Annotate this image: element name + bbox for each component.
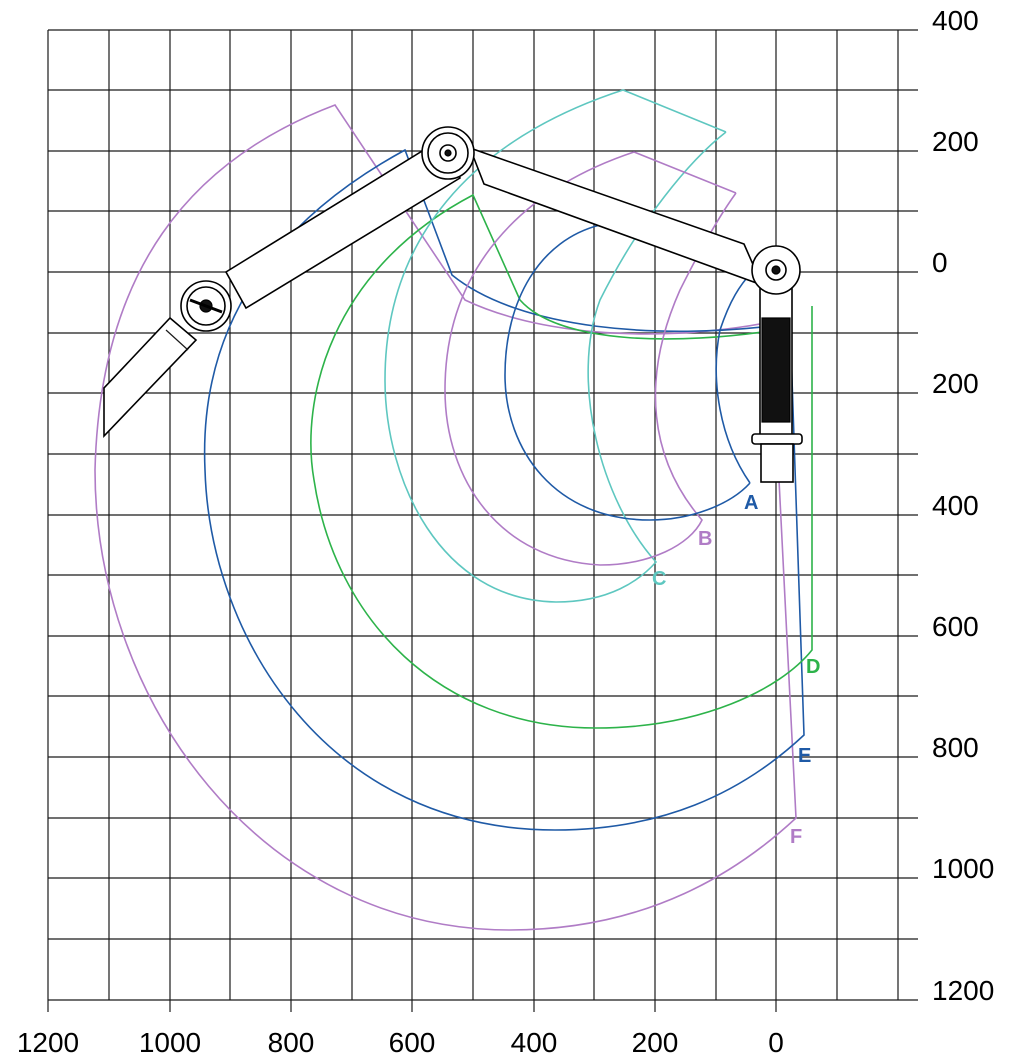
reach-curves — [94, 89, 813, 931]
curve-label-a: A — [744, 492, 758, 514]
joint-middle-icon — [421, 126, 475, 180]
arm-segment-1 — [468, 146, 764, 287]
y-tick-label: 400 — [932, 5, 979, 36]
curve-label-b: B — [698, 528, 712, 550]
curve-labels: A B C D E F — [652, 492, 820, 848]
x-tick-label: 1000 — [139, 1027, 201, 1058]
arm-segment-3 — [103, 316, 198, 438]
reach-curve-e — [203, 148, 805, 831]
arm-base-column-shade — [761, 317, 791, 423]
curve-label-d: D — [806, 656, 820, 678]
x-tick-label: 600 — [389, 1027, 436, 1058]
reach-curve-c — [384, 89, 727, 603]
reach-curve-d — [310, 193, 813, 729]
x-axis-labels: 1200 1000 800 600 400 200 0 — [17, 1027, 784, 1058]
x-tick-label: 200 — [632, 1027, 679, 1058]
y-tick-label: 1200 — [932, 975, 994, 1006]
reach-curve-f — [94, 104, 797, 931]
y-tick-label: 600 — [932, 611, 979, 642]
x-tick-label: 400 — [511, 1027, 558, 1058]
arm-base-foot — [760, 443, 794, 483]
y-tick-label: 200 — [932, 126, 979, 157]
x-tick-label: 800 — [268, 1027, 315, 1058]
joint-elbow-icon — [180, 280, 232, 332]
joint-base-icon — [751, 245, 801, 295]
arm-base-collar — [751, 433, 803, 445]
curve-label-c: C — [652, 568, 666, 590]
reach-curve-b — [444, 151, 737, 566]
y-axis-labels: 400 200 0 200 400 600 800 1000 1200 — [932, 5, 994, 1006]
y-tick-label: 800 — [932, 732, 979, 763]
y-tick-label: 1000 — [932, 853, 994, 884]
y-tick-label: 0 — [932, 247, 948, 278]
curve-label-e: E — [798, 745, 811, 767]
curve-label-f: F — [790, 826, 802, 848]
y-tick-label: 400 — [932, 490, 979, 521]
x-tick-label: 1200 — [17, 1027, 79, 1058]
x-tick-label: 0 — [768, 1027, 784, 1058]
y-tick-label: 200 — [932, 368, 979, 399]
reach-curve-a — [504, 223, 754, 521]
articulated-arm — [103, 126, 803, 483]
